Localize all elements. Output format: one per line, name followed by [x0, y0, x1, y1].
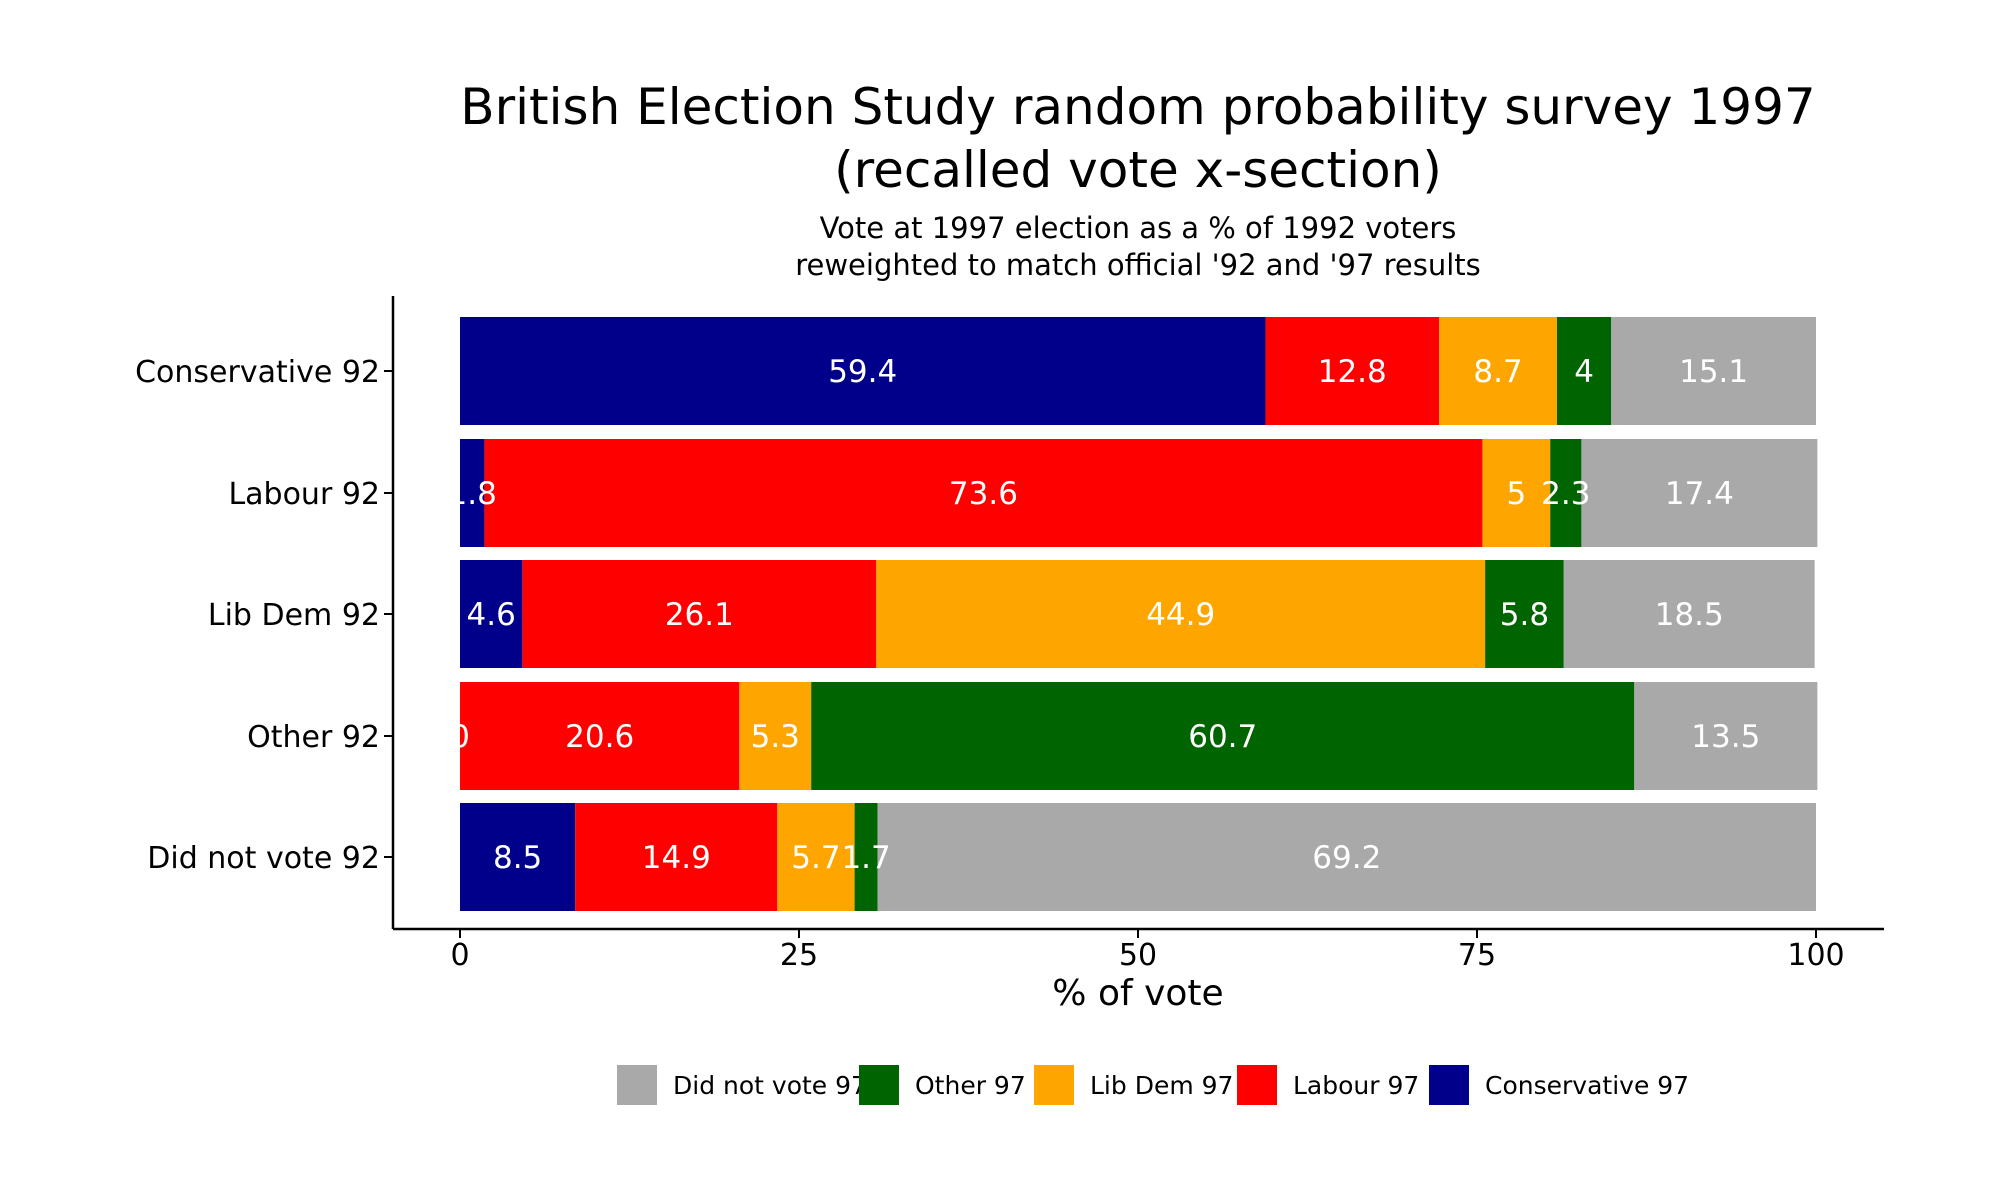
y-tick-label: Labour 92 [228, 477, 380, 512]
data-label: 60.7 [1188, 719, 1257, 755]
legend: Did not vote 97 Other 97 Lib Dem 97 Labour … [617, 1065, 1689, 1105]
bar-segment [1439, 317, 1558, 425]
data-label: 14.9 [642, 840, 711, 876]
bar-segment [1550, 439, 1582, 547]
legend-swatch [859, 1065, 899, 1105]
data-labels: 59.4 12.8 8.7 4 15.1 1.8 73.6 5 2.3 17.4 4.6 26.1 44… [448, 354, 1761, 876]
y-tick-label: Other 92 [247, 720, 380, 755]
data-label: 59.4 [828, 354, 897, 390]
bar-segment [575, 803, 778, 911]
legend-item: Conservative 97 [1429, 1065, 1689, 1105]
x-tick-label: 100 [1787, 938, 1844, 973]
bar-segment [484, 439, 1483, 547]
bar-segment [460, 439, 485, 547]
bar-segment [460, 560, 523, 668]
legend-swatch [617, 1065, 657, 1105]
legend-swatch [1034, 1065, 1074, 1105]
data-label: 5.8 [1500, 597, 1549, 633]
legend-item: Labour 97 [1237, 1065, 1419, 1105]
chart-subtitle-line: Vote at 1997 election as a % of 1992 vot… [820, 211, 1457, 245]
bar-segment [877, 803, 1816, 911]
bars [460, 317, 1818, 911]
y-tick-label: Did not vote 92 [147, 841, 380, 876]
legend-label: Did not vote 97 [673, 1071, 867, 1100]
bar-segment [1581, 439, 1818, 547]
x-axis-title: % of vote [1052, 973, 1223, 1014]
legend-label: Lib Dem 97 [1090, 1071, 1233, 1100]
data-label: 4.6 [467, 597, 516, 633]
bar-segment [1634, 682, 1818, 790]
data-label: 5.7 [791, 840, 840, 876]
data-label: 5 [1506, 476, 1526, 512]
legend-swatch [1429, 1065, 1469, 1105]
chart-subtitle-group: Vote at 1997 election as a % of 1992 vot… [795, 211, 1481, 282]
data-label: 18.5 [1655, 597, 1724, 633]
data-label: 44.9 [1146, 597, 1215, 633]
data-label: 2.3 [1541, 476, 1590, 512]
chart-title-line: British Election Study random probabilit… [460, 78, 1815, 136]
legend-item: Did not vote 97 [617, 1065, 867, 1105]
data-label: 26.1 [665, 597, 734, 633]
bar-segment [1482, 439, 1551, 547]
bar-segment [1611, 317, 1816, 425]
bar-segment [460, 803, 576, 911]
data-label: 13.5 [1691, 719, 1760, 755]
legend-label: Conservative 97 [1485, 1071, 1689, 1100]
data-label: 12.8 [1318, 354, 1387, 390]
legend-item: Other 97 [859, 1065, 1026, 1105]
axes: Conservative 92 Labour 92 Lib Dem 92 Other … [135, 296, 1884, 1014]
x-tick-label: 25 [780, 938, 818, 973]
data-label: 4 [1574, 354, 1594, 390]
bar-segment [1563, 560, 1815, 668]
legend-item: Lib Dem 97 [1034, 1065, 1233, 1105]
chart-subtitle-line: reweighted to match official '92 and '97… [795, 248, 1481, 282]
bar-segment [1485, 560, 1564, 668]
y-tick-label: Conservative 92 [135, 355, 380, 390]
bar-segment [522, 560, 877, 668]
data-label: 73.6 [949, 476, 1018, 512]
legend-label: Other 97 [915, 1071, 1026, 1100]
x-tick-label: 0 [450, 938, 469, 973]
bar-segment [876, 560, 1486, 668]
bar-segment [854, 803, 878, 911]
chart-title-line: (recalled vote x-section) [834, 141, 1442, 199]
bar-segment [777, 803, 855, 911]
data-label: 20.6 [565, 719, 634, 755]
data-label: 5.3 [751, 719, 800, 755]
data-label: 15.1 [1679, 354, 1748, 390]
data-label: 17.4 [1665, 476, 1734, 512]
data-label: 1.7 [841, 840, 890, 876]
data-label: 1.8 [448, 476, 497, 512]
bar-segment [811, 682, 1635, 790]
legend-label: Labour 97 [1293, 1071, 1419, 1100]
x-tick-label: 75 [1458, 938, 1496, 973]
bar-segment [1557, 317, 1612, 425]
bar-segment [1265, 317, 1440, 425]
y-tick-label: Lib Dem 92 [208, 598, 380, 633]
data-label: 0 [450, 719, 470, 755]
bar-segment [739, 682, 812, 790]
data-label: 69.2 [1312, 840, 1381, 876]
data-label: 8.5 [493, 840, 542, 876]
data-label: 8.7 [1473, 354, 1522, 390]
x-tick-label: 50 [1119, 938, 1157, 973]
bar-segment [460, 682, 740, 790]
legend-swatch [1237, 1065, 1277, 1105]
chart-title-group: British Election Study random probabilit… [460, 78, 1815, 199]
bar-segment [460, 317, 1266, 425]
